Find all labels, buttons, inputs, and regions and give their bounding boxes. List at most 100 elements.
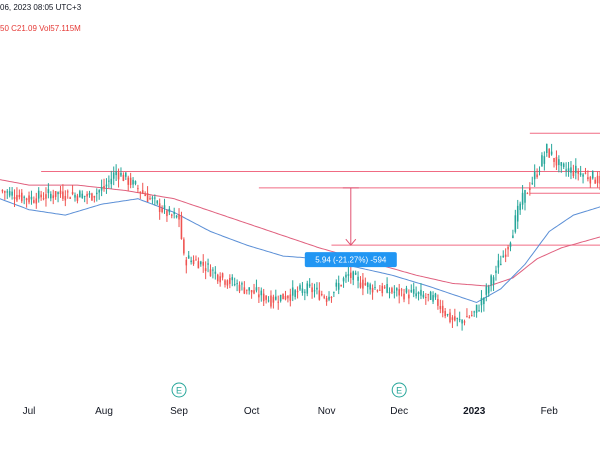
candle-body (589, 177, 592, 184)
candle-body (572, 171, 575, 176)
candle-body (555, 157, 558, 166)
x-tick-label: Sep (170, 406, 188, 417)
candle-body (98, 190, 100, 193)
candle-body (374, 286, 376, 288)
measure-tool[interactable]: 5.94 (-21.27%) -594 (304, 187, 397, 268)
candle-body (267, 300, 270, 302)
candle-body (202, 262, 205, 266)
candle-body (468, 317, 471, 319)
earnings-icon[interactable] (171, 382, 187, 398)
horizontal-levels (41, 132, 600, 246)
candle-body (166, 210, 168, 217)
candle-body (519, 203, 521, 211)
candle-body (591, 171, 594, 179)
candle-body (579, 173, 582, 175)
candle-body (156, 200, 159, 204)
candle-body (23, 196, 25, 198)
candle-body (388, 292, 391, 294)
candle-body (507, 246, 509, 250)
candle-body (478, 310, 480, 312)
candle-body (577, 171, 580, 174)
candle-body (110, 178, 113, 185)
candle-body (516, 205, 519, 222)
candle-body (492, 277, 495, 284)
candle-body (398, 289, 400, 296)
x-tick-label: Jul (23, 406, 36, 417)
candle-body (383, 286, 386, 288)
candle-body (91, 193, 93, 201)
candle-body (526, 193, 529, 195)
candle-body (461, 319, 463, 324)
candle-body (76, 195, 79, 201)
candle-body (253, 290, 255, 294)
candle-body (47, 189, 50, 194)
candle-body (54, 191, 57, 197)
candle-body (429, 291, 432, 300)
candle-body (550, 151, 553, 155)
candle-body (449, 312, 451, 322)
candle-body (74, 194, 76, 198)
candle-body (584, 172, 587, 174)
candle-body (311, 287, 313, 293)
measure-arrowhead (345, 238, 357, 246)
candle-body (71, 192, 74, 195)
candle-body (444, 311, 446, 317)
earnings-label: E (176, 386, 182, 396)
candle-body (369, 284, 371, 290)
candle-body (40, 194, 42, 198)
candle-body (170, 214, 173, 216)
x-tick-label: Nov (318, 406, 336, 417)
candle-body (342, 278, 345, 282)
candle-body (395, 288, 398, 291)
candle-body (28, 195, 30, 203)
earnings-icon[interactable] (391, 382, 407, 398)
candle-body (224, 280, 226, 285)
candle-body (420, 289, 422, 296)
candle-body (52, 195, 55, 199)
candle-body (497, 260, 500, 268)
candle-body (371, 287, 374, 293)
candle-body (490, 275, 492, 286)
candle-body (284, 295, 287, 300)
candle-body (209, 269, 212, 277)
candle-body (558, 159, 560, 166)
candle-body (425, 296, 427, 298)
candle-body (103, 185, 105, 189)
candle-body (81, 193, 84, 198)
candle-body (8, 191, 11, 196)
candle-body (185, 259, 188, 266)
candle-body (137, 188, 139, 190)
candle-body (458, 319, 461, 321)
candle-body (340, 285, 342, 287)
candle-body (197, 261, 200, 269)
candle-body (483, 297, 485, 305)
candle-body (335, 282, 338, 287)
candle-body (187, 255, 190, 259)
candle-body (521, 192, 524, 205)
candle-body (570, 167, 572, 173)
candle-body (432, 295, 434, 302)
candle-body (487, 286, 490, 294)
candle-body (141, 190, 144, 194)
candle-body (250, 290, 253, 293)
candle-body (538, 170, 541, 172)
candle-body (4, 191, 6, 193)
candle-body (139, 191, 142, 193)
candle-body (294, 290, 296, 297)
candle-body (146, 193, 149, 202)
candle-body (529, 188, 531, 190)
candle-body (545, 144, 548, 154)
candle-body (473, 311, 475, 313)
candle-body (134, 181, 137, 184)
candle-body (345, 274, 347, 278)
candle-body (575, 165, 577, 174)
candle-body (422, 294, 425, 298)
ma-slow-line (0, 179, 600, 287)
candle-body (6, 191, 9, 193)
candle-body (272, 296, 275, 303)
candle-body (531, 182, 534, 184)
candle-body (219, 276, 221, 283)
